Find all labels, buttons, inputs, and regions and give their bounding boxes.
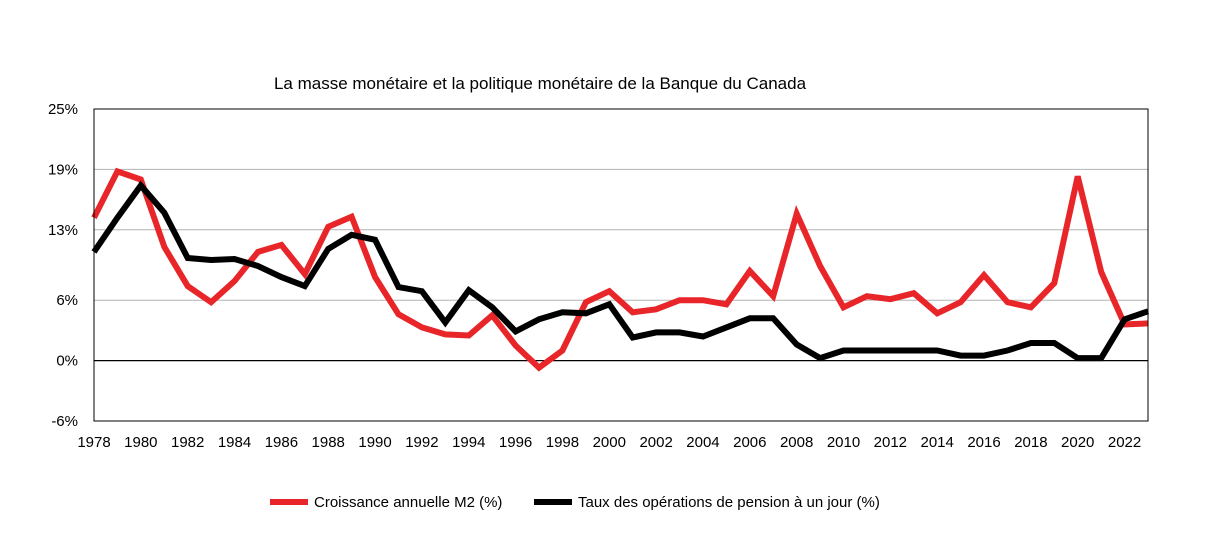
- legend: Croissance annuelle M2 (%) Taux des opéra…: [270, 494, 880, 511]
- x-tick-label: 2008: [780, 434, 813, 451]
- x-tick-label: 2002: [639, 434, 672, 451]
- y-tick-label: 13%: [48, 222, 78, 239]
- x-axis-ticks: 1978 1980 1982 1984 1986 1988 1990 1992 1994 1996…: [77, 434, 1141, 451]
- x-tick-label: 2010: [827, 434, 860, 451]
- x-tick-label: 2018: [1014, 434, 1047, 451]
- x-tick-label: 1994: [452, 434, 485, 451]
- x-tick-label: 1992: [405, 434, 438, 451]
- x-tick-label: 1986: [265, 434, 298, 451]
- x-tick-label: 1990: [358, 434, 391, 451]
- series-layer: [91, 167, 1149, 372]
- series-line-overnight-rate: [91, 180, 1149, 362]
- x-tick-label: 2012: [874, 434, 907, 451]
- x-tick-label: 2020: [1061, 434, 1094, 451]
- x-tick-label: 1996: [499, 434, 532, 451]
- x-tick-label: 2016: [967, 434, 1000, 451]
- x-tick-label: 2000: [593, 434, 626, 451]
- series-line-m2-growth: [91, 167, 1149, 372]
- x-tick-label: 2014: [921, 434, 954, 451]
- y-tick-label: 19%: [48, 161, 78, 178]
- legend-label-1: Taux des opérations de pension à un jour…: [578, 494, 880, 511]
- y-axis-ticks: -6% 0% 6% 13% 19% 25%: [48, 101, 78, 430]
- x-tick-label: 1998: [546, 434, 579, 451]
- y-tick-label: 0%: [56, 353, 78, 370]
- x-tick-label: 2004: [686, 434, 719, 451]
- y-tick-label: 25%: [48, 101, 78, 118]
- x-tick-label: 2006: [733, 434, 766, 451]
- y-tick-label: -6%: [51, 413, 78, 430]
- x-tick-label: 2022: [1108, 434, 1141, 451]
- y-tick-label: 6%: [56, 292, 78, 309]
- x-tick-label: 1980: [124, 434, 157, 451]
- x-tick-label: 1982: [171, 434, 204, 451]
- x-tick-label: 1984: [218, 434, 251, 451]
- legend-label-0: Croissance annuelle M2 (%): [314, 494, 502, 511]
- chart-title: La masse monétaire et la politique monét…: [274, 74, 807, 93]
- x-tick-label: 1978: [77, 434, 110, 451]
- x-tick-label: 1988: [312, 434, 345, 451]
- plot-area-frame: [93, 108, 1149, 422]
